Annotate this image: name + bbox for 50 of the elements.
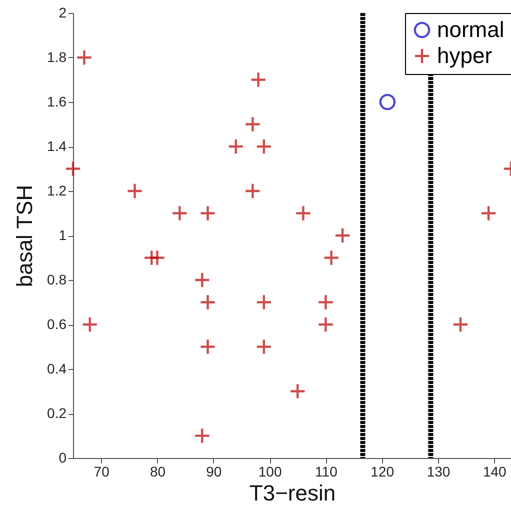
point [228, 138, 244, 155]
y-tick-label: 2 [58, 4, 67, 20]
y-tick-label: 1.6 [47, 94, 67, 110]
point [244, 182, 261, 200]
point [289, 383, 306, 400]
point [379, 94, 396, 110]
x-axis-title: T3−resin [249, 480, 336, 506]
point [194, 272, 210, 288]
y-tick-label: 0.2 [47, 405, 67, 421]
x-tick-label: 130 [426, 464, 450, 480]
point [318, 294, 334, 310]
x-tick-label: 90 [206, 464, 222, 480]
point [452, 316, 469, 333]
point [323, 250, 340, 266]
x-tick-label: 120 [370, 464, 394, 480]
point [200, 294, 216, 310]
point [64, 160, 82, 177]
point [76, 49, 92, 66]
point [295, 205, 312, 222]
point [256, 338, 272, 355]
legend-label: normal [437, 17, 504, 42]
legend-label: hyper [437, 43, 492, 68]
point [480, 205, 497, 222]
point [200, 205, 216, 222]
x-tick-label: 70 [94, 464, 110, 480]
x-tick-label: 110 [315, 464, 338, 480]
y-tick-label: 0.8 [47, 272, 67, 288]
y-tick-label: 0.4 [47, 360, 67, 376]
point [126, 182, 143, 200]
point [318, 316, 334, 333]
point [194, 428, 210, 444]
x-tick-label: 100 [258, 464, 282, 480]
y-tick-label: 0 [58, 450, 67, 466]
x-tick-label: 80 [150, 464, 166, 480]
point [256, 138, 272, 155]
y-axis-title: basal TSH [12, 184, 38, 288]
point [172, 205, 188, 222]
x-tick-label: 140 [482, 464, 507, 480]
y-tick-label: 1.4 [47, 138, 67, 154]
y-tick-label: 1.8 [47, 49, 67, 65]
point [334, 227, 351, 244]
point [244, 116, 261, 132]
point [82, 316, 98, 333]
y-tick-label: 1 [58, 227, 67, 243]
y-tick-label: 1.2 [47, 182, 67, 198]
point [149, 250, 166, 266]
point [256, 294, 272, 310]
point [200, 338, 216, 355]
point [250, 72, 266, 88]
y-tick-label: 0.6 [47, 316, 67, 332]
